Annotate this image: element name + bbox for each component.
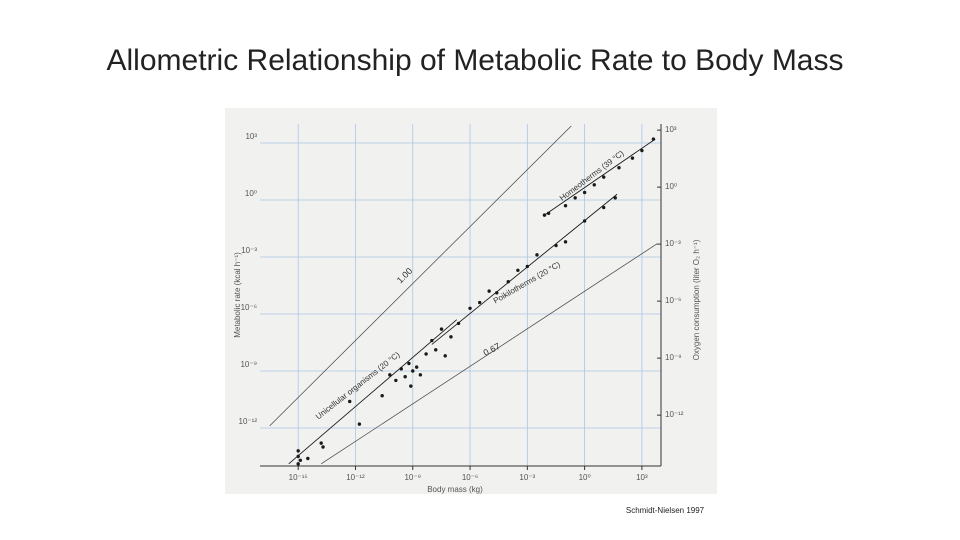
y2-axis-title: Oxygen consumption (liter O₂ h⁻¹)	[692, 239, 701, 360]
y2-tick-label: 10⁻⁶	[665, 296, 681, 305]
point	[535, 253, 539, 257]
point	[487, 289, 491, 293]
y2-tick-label: 10⁰	[665, 182, 677, 191]
point	[424, 352, 428, 356]
point	[477, 300, 482, 305]
y-tick-label: 10⁻⁹	[240, 360, 257, 369]
point	[554, 243, 558, 248]
point	[542, 213, 547, 217]
reference-line	[320, 243, 658, 465]
x-tick-label: 10⁻³	[519, 473, 535, 482]
point	[456, 321, 461, 326]
y2-tick-label: 10⁻¹²	[665, 410, 684, 419]
point	[414, 365, 419, 369]
point	[296, 449, 300, 453]
point	[296, 462, 300, 466]
point	[495, 291, 499, 295]
y2-tick-label: 10³	[665, 125, 677, 134]
point	[394, 378, 398, 383]
y2-tick-label: 10⁻³	[665, 239, 681, 248]
point	[321, 445, 325, 449]
point	[411, 369, 415, 373]
point	[319, 441, 323, 445]
point	[602, 175, 606, 179]
point	[546, 211, 551, 215]
x-tick-label: 10⁻¹²	[346, 473, 365, 482]
x-tick-label: 10⁻⁹	[404, 473, 421, 482]
point	[403, 375, 407, 379]
point	[399, 367, 403, 371]
x-tick-label: 10⁰	[579, 473, 591, 482]
point	[439, 327, 444, 331]
point	[651, 137, 656, 141]
point	[592, 183, 596, 187]
y-tick-label: 10⁻¹²	[239, 417, 258, 426]
point	[630, 156, 635, 160]
x-tick-label: 10⁻¹⁵	[289, 473, 308, 482]
y2-tick-label: 10⁻⁹	[665, 353, 682, 362]
point	[613, 196, 617, 200]
x-tick-label: 10³	[636, 473, 648, 482]
point	[563, 240, 568, 244]
reference-line	[269, 125, 572, 427]
point	[357, 422, 362, 426]
point	[298, 458, 303, 462]
point	[380, 394, 384, 398]
y-tick-label: 10⁰	[245, 189, 257, 198]
point	[306, 456, 310, 461]
point	[506, 280, 510, 284]
fit-line	[544, 138, 656, 216]
point	[468, 306, 472, 310]
point	[407, 361, 411, 366]
chart-image	[225, 108, 717, 494]
point	[388, 373, 392, 377]
point	[516, 268, 520, 272]
x-tick-label: 10⁻⁶	[462, 473, 478, 482]
point	[443, 354, 447, 358]
point	[434, 348, 438, 352]
point	[525, 264, 530, 269]
y-tick-label: 10⁻³	[241, 246, 257, 255]
credit: Schmidt-Nielsen 1997	[626, 506, 705, 515]
fit-line	[288, 319, 457, 465]
point	[409, 384, 413, 388]
y-tick-label: 10⁻⁶	[241, 303, 257, 312]
point	[582, 219, 587, 223]
point	[563, 204, 568, 208]
slide-title: Allometric Relationship of Metabolic Rat…	[107, 44, 844, 77]
y-axis-title: Metabolic rate (kcal h⁻¹)	[233, 252, 242, 338]
fit-line	[431, 193, 618, 345]
point	[617, 166, 621, 170]
y-tick-label: 10³	[245, 132, 257, 141]
point	[573, 196, 577, 200]
x-axis-title: Body mass (kg)	[427, 485, 483, 494]
point	[348, 399, 352, 404]
point	[418, 373, 423, 377]
point	[582, 190, 587, 195]
point	[602, 205, 606, 210]
point	[296, 454, 300, 459]
point	[640, 148, 644, 153]
point	[430, 338, 434, 343]
point	[449, 335, 453, 339]
